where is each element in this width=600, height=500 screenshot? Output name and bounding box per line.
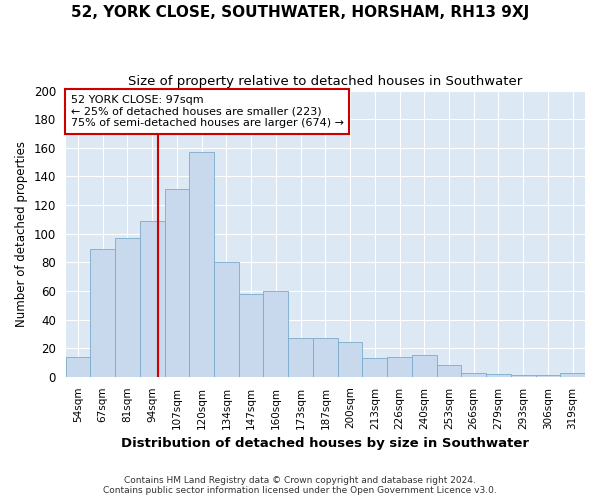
Bar	[313, 338, 338, 377]
Bar	[362, 358, 387, 377]
Bar	[91, 250, 115, 377]
Bar	[437, 366, 461, 377]
Title: Size of property relative to detached houses in Southwater: Size of property relative to detached ho…	[128, 75, 523, 88]
Y-axis label: Number of detached properties: Number of detached properties	[15, 140, 28, 326]
Bar	[536, 376, 560, 377]
Bar	[288, 338, 313, 377]
Text: 52 YORK CLOSE: 97sqm
← 25% of detached houses are smaller (223)
75% of semi-deta: 52 YORK CLOSE: 97sqm ← 25% of detached h…	[71, 95, 344, 128]
Bar	[140, 221, 164, 377]
Bar	[164, 190, 190, 377]
Bar	[190, 152, 214, 377]
Bar	[65, 357, 91, 377]
Bar	[338, 342, 362, 377]
Bar	[486, 374, 511, 377]
Text: Contains HM Land Registry data © Crown copyright and database right 2024.
Contai: Contains HM Land Registry data © Crown c…	[103, 476, 497, 495]
Text: 52, YORK CLOSE, SOUTHWATER, HORSHAM, RH13 9XJ: 52, YORK CLOSE, SOUTHWATER, HORSHAM, RH1…	[71, 5, 529, 20]
Bar	[387, 357, 412, 377]
Bar	[511, 376, 536, 377]
Bar	[115, 238, 140, 377]
Bar	[412, 356, 437, 377]
Bar	[263, 291, 288, 377]
Bar	[214, 262, 239, 377]
Bar	[461, 372, 486, 377]
X-axis label: Distribution of detached houses by size in Southwater: Distribution of detached houses by size …	[121, 437, 529, 450]
Bar	[239, 294, 263, 377]
Bar	[560, 372, 585, 377]
